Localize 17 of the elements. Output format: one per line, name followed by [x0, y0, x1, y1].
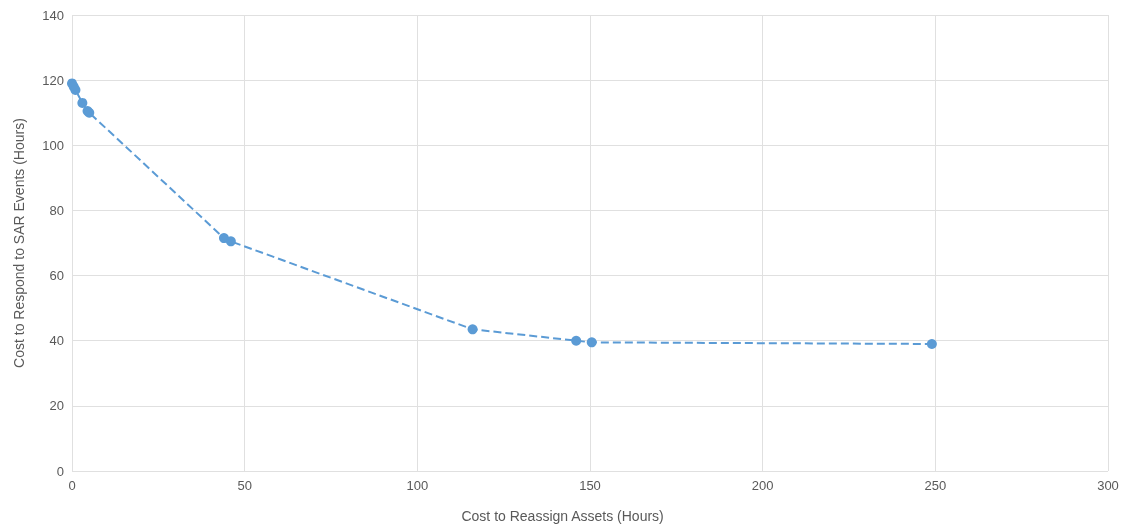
x-tick-label: 300 [1097, 478, 1119, 493]
y-tick-label: 60 [49, 268, 64, 284]
x-tick-label: 200 [751, 478, 774, 493]
x-tick-label: 50 [237, 478, 252, 493]
x-tick-label: 250 [924, 478, 947, 493]
y-tick-label: 40 [49, 333, 64, 349]
y-tick-label: 140 [42, 7, 64, 23]
y-tick-label: 80 [49, 202, 64, 218]
y-tick-label: 100 [42, 137, 64, 153]
x-tick-label: 0 [68, 478, 76, 493]
y-tick-label: 120 [42, 72, 64, 88]
y-axis-title: Cost to Respond to SAR Events (Hours) [11, 118, 27, 368]
x-tick-label: 100 [406, 478, 429, 493]
x-tick-label: 150 [579, 478, 601, 493]
y-tick-label: 0 [56, 463, 64, 479]
y-tick-label: 20 [49, 398, 64, 414]
x-axis-title: Cost to Reassign Assets (Hours) [461, 508, 664, 524]
